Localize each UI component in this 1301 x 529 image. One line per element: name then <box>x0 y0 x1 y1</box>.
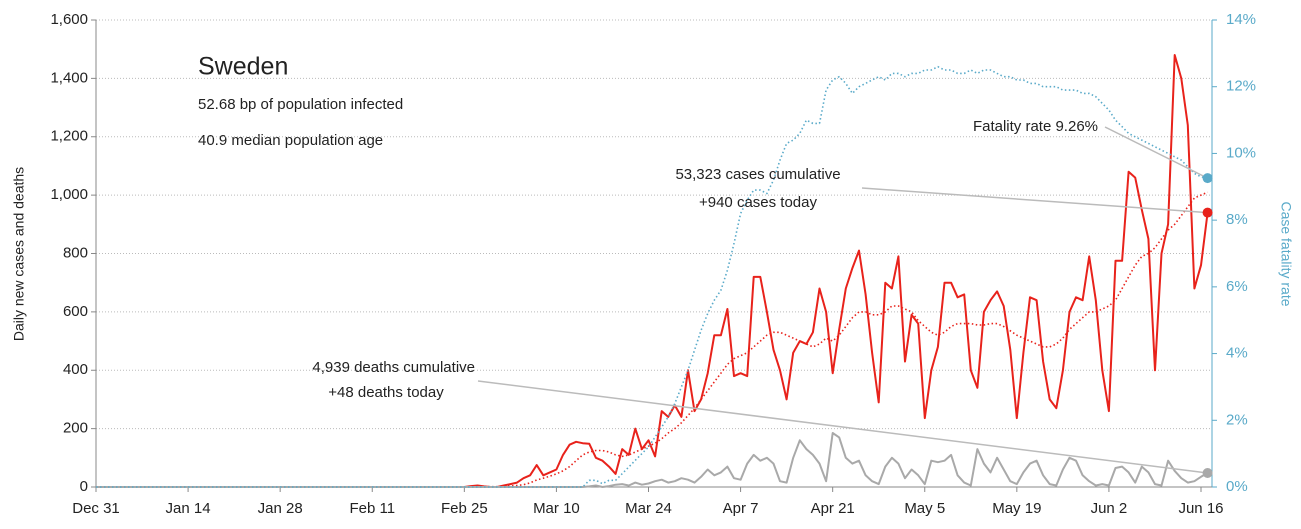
leader-line <box>477 380 1208 474</box>
end-point <box>1202 173 1213 184</box>
x-tick-label: May 19 <box>992 500 1041 517</box>
x-tick-label: Jan 14 <box>166 500 211 517</box>
x-tick-label: Feb 25 <box>441 500 488 517</box>
x-tick-label: Mar 10 <box>533 500 580 517</box>
y2-tick-label: 0% <box>1226 478 1248 495</box>
x-tick-label: Jun 16 <box>1178 500 1223 517</box>
annotation: +48 deaths today <box>328 384 444 401</box>
y2-tick-label: 8% <box>1226 211 1248 228</box>
x-tick-label: Feb 11 <box>349 500 395 517</box>
y2-tick-label: 2% <box>1226 411 1248 428</box>
end-point <box>1202 207 1213 218</box>
y2-tick-label: 10% <box>1226 144 1256 161</box>
y2-tick-label: 14% <box>1226 11 1256 28</box>
y-tick-label: 1,600 <box>50 11 88 28</box>
x-tick-label: Jun 2 <box>1091 500 1128 517</box>
end-point <box>1202 467 1213 478</box>
y-tick-label: 1,400 <box>50 69 88 86</box>
y-tick-label: 600 <box>63 303 88 320</box>
annotation: +940 cases today <box>699 194 818 211</box>
y2-axis-label: Case fatality rate <box>1278 201 1294 306</box>
y2-tick-label: 4% <box>1226 345 1248 362</box>
leader-line <box>861 187 1208 214</box>
x-tick-label: May 5 <box>904 500 945 517</box>
y2-tick-label: 12% <box>1226 78 1256 95</box>
x-tick-label: Mar 24 <box>625 500 672 517</box>
annotation: 4,939 deaths cumulative <box>312 359 475 376</box>
x-tick-label: Apr 7 <box>723 500 759 517</box>
y-tick-label: 400 <box>63 361 88 378</box>
x-tick-label: Apr 21 <box>811 500 855 517</box>
y-axis-label: Daily new cases and deaths <box>11 167 27 341</box>
y-tick-label: 0 <box>80 478 88 495</box>
subtitle: 40.9 median population age <box>198 132 383 149</box>
y2-tick-label: 6% <box>1226 278 1248 295</box>
series-line <box>96 65 1208 488</box>
annotation: 53,323 cases cumulative <box>675 166 840 183</box>
y-tick-label: 200 <box>63 420 88 437</box>
annotation: Fatality rate 9.26% <box>973 118 1098 135</box>
subtitle: 52.68 bp of population infected <box>198 96 403 113</box>
y-tick-label: 1,200 <box>50 128 88 145</box>
series-line <box>96 432 1209 488</box>
y-tick-label: 800 <box>63 244 88 261</box>
y-tick-label: 1,000 <box>50 186 88 203</box>
x-tick-label: Jan 28 <box>258 500 303 517</box>
chart-title: Sweden <box>198 53 288 81</box>
x-tick-label: Dec 31 <box>72 500 120 517</box>
leader-line <box>1104 126 1208 179</box>
